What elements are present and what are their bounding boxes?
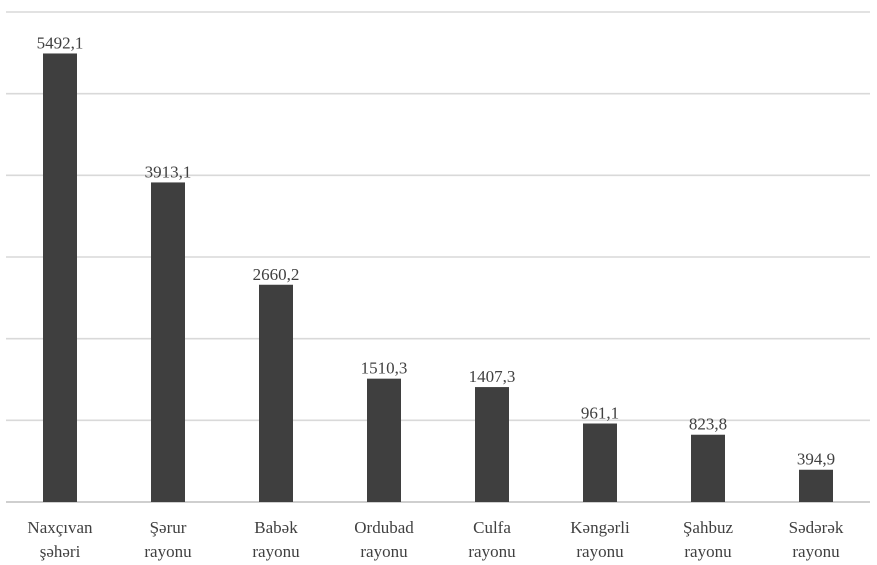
category-label: Şahbuz bbox=[683, 518, 734, 537]
category-label: Naxçıvan bbox=[27, 518, 93, 537]
category-label: Sədərək bbox=[789, 518, 844, 537]
bar bbox=[691, 434, 725, 502]
category-label: rayonu bbox=[684, 542, 732, 561]
category-label: Culfa bbox=[473, 518, 511, 537]
data-label: 823,8 bbox=[689, 415, 727, 434]
bar bbox=[43, 53, 77, 502]
data-label: 3913,1 bbox=[145, 162, 192, 181]
bar bbox=[799, 469, 833, 502]
bar bbox=[475, 387, 509, 502]
data-label: 394,9 bbox=[797, 450, 835, 469]
bar bbox=[583, 423, 617, 502]
category-labels: Naxçıvan şəhəri Şərur rayonu Babək rayonu Ordu… bbox=[27, 518, 843, 561]
data-label: 5492,1 bbox=[37, 33, 84, 52]
category-label: rayonu bbox=[468, 542, 516, 561]
gridlines bbox=[6, 11, 870, 503]
data-label: 1407,3 bbox=[469, 367, 516, 386]
bars bbox=[43, 53, 833, 502]
category-label: Babək bbox=[254, 518, 298, 537]
category-label: şəhəri bbox=[40, 542, 81, 561]
category-label: Şərur bbox=[150, 518, 187, 537]
bar bbox=[259, 284, 293, 502]
data-label: 2660,2 bbox=[253, 265, 300, 284]
data-label: 961,1 bbox=[581, 404, 619, 423]
bar bbox=[151, 182, 185, 502]
category-label: rayonu bbox=[576, 542, 624, 561]
category-label: rayonu bbox=[144, 542, 192, 561]
bar bbox=[367, 378, 401, 502]
category-label: rayonu bbox=[792, 542, 840, 561]
category-label: Kəngərli bbox=[570, 518, 630, 537]
category-label: Ordubad bbox=[354, 518, 414, 537]
category-label: rayonu bbox=[360, 542, 408, 561]
category-label: rayonu bbox=[252, 542, 300, 561]
data-labels: 5492,1 3913,1 2660,2 1510,3 1407,3 961,1 823,8… bbox=[37, 33, 836, 468]
data-label: 1510,3 bbox=[361, 359, 408, 378]
